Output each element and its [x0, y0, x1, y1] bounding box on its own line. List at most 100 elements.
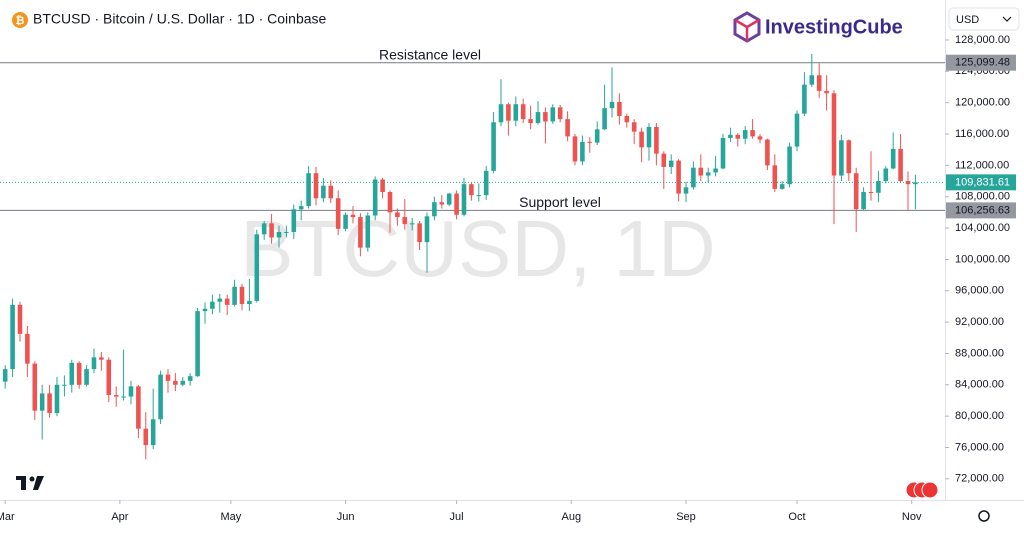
tv-logo-slash: [33, 476, 44, 490]
chart-title: BTCUSD · Bitcoin / U.S. Dollar · 1D · Co…: [33, 11, 327, 27]
candle-body: [446, 193, 452, 205]
level-price-tag: [946, 202, 1016, 219]
brand-logo: InvestingCube: [733, 11, 903, 43]
candle-body: [742, 130, 748, 139]
level-price-tag: [946, 54, 1016, 71]
level-price-label: 106,256.63: [955, 204, 1010, 216]
x-tick-label: Oct: [788, 511, 805, 523]
candle-body: [17, 304, 23, 334]
y-tick-label: 84,000.00: [955, 379, 1004, 391]
candle-body: [62, 384, 67, 386]
candle-body: [84, 369, 89, 385]
candle-body: [550, 107, 556, 122]
watermark: BTCUSD, 1D: [240, 204, 716, 293]
last-price-tag: [946, 174, 1016, 191]
candle-body: [173, 380, 178, 385]
candle-body: [913, 182, 918, 185]
candle-body: [298, 206, 304, 210]
candle-body: [779, 184, 785, 189]
candle-body: [809, 75, 815, 85]
candle-body: [543, 112, 548, 122]
candle-body: [47, 393, 52, 414]
candle-body: [121, 396, 126, 398]
candle-body: [439, 202, 445, 205]
candle-body: [631, 122, 637, 132]
candle-body: [683, 187, 689, 194]
candle-body: [321, 185, 326, 199]
candle-body: [25, 333, 30, 364]
candle-body: [772, 165, 778, 189]
y-tick-label: 120,000.00: [955, 97, 1010, 109]
candle-body: [232, 286, 237, 305]
candle-body: [587, 141, 593, 143]
candle-body: [898, 148, 903, 182]
events-flags: [905, 481, 939, 499]
candle-body: [202, 308, 208, 312]
level-price-label: 125,099.48: [955, 57, 1010, 69]
candle-body: [520, 104, 526, 120]
y-tick-label: 80,000.00: [955, 410, 1004, 422]
candle-body: [535, 112, 541, 124]
tradingview-logo: [16, 476, 44, 490]
candle-body: [210, 301, 215, 309]
candle-body: [883, 168, 889, 182]
tv-logo-stem: [21, 476, 26, 490]
candle-body: [32, 363, 38, 411]
candle-body: [646, 126, 652, 148]
y-tick-label: 128,000.00: [955, 34, 1010, 46]
brand-name: InvestingCube: [765, 16, 903, 38]
candle-body: [284, 231, 289, 233]
candle-body: [358, 217, 363, 248]
candle-body: [276, 231, 282, 238]
settings-icon[interactable]: [978, 510, 990, 522]
candle-body: [639, 131, 644, 148]
x-tick-label: May: [220, 511, 241, 523]
candle-body: [861, 192, 866, 210]
candle-body: [528, 119, 533, 124]
candle-body: [853, 173, 859, 210]
candle-body: [417, 223, 422, 243]
candle-body: [565, 119, 570, 137]
x-tick-label: Sep: [676, 511, 696, 523]
event-flag[interactable]: [921, 481, 939, 499]
candle-body: [765, 139, 770, 166]
candle-body: [432, 202, 437, 217]
y-tick-label: 112,000.00: [955, 159, 1009, 171]
candle-body: [395, 212, 400, 218]
last-price-label: 109,831.61: [955, 176, 1010, 188]
y-tick-label: 116,000.00: [955, 128, 1009, 140]
candle-body: [506, 104, 511, 121]
candle-body: [261, 223, 267, 235]
candle-body: [150, 419, 156, 446]
candle-body: [91, 357, 97, 370]
candle-body: [728, 134, 733, 138]
candle-body: [483, 170, 489, 196]
candle-body: [735, 134, 741, 139]
x-tick-label: Apr: [111, 511, 128, 523]
candle-body: [54, 384, 60, 414]
candle-body: [39, 393, 45, 411]
candle-body: [787, 146, 792, 185]
candle-body: [365, 215, 371, 248]
candle-body: [113, 394, 119, 397]
candle-body: [816, 75, 822, 91]
bitcoin-symbol: ₿: [16, 15, 25, 27]
candle-body: [335, 198, 341, 229]
candle-body: [306, 173, 311, 207]
candle-body: [269, 223, 274, 238]
candle-body: [890, 148, 896, 169]
candle-body: [720, 137, 726, 169]
candle-body: [846, 140, 852, 174]
currency-selector[interactable]: [948, 7, 1020, 31]
candle-body: [668, 160, 674, 167]
bitcoin-icon: [12, 12, 28, 28]
y-tick-label: 88,000.00: [955, 347, 1004, 359]
candle-body: [409, 223, 415, 225]
candle-body: [580, 141, 585, 162]
candle-body: [698, 167, 704, 176]
candle-body: [676, 160, 681, 194]
y-tick-label: 104,000.00: [955, 222, 1010, 234]
candle-body: [498, 104, 504, 123]
candle-body: [905, 181, 911, 185]
currency-caret: [1002, 16, 1012, 22]
